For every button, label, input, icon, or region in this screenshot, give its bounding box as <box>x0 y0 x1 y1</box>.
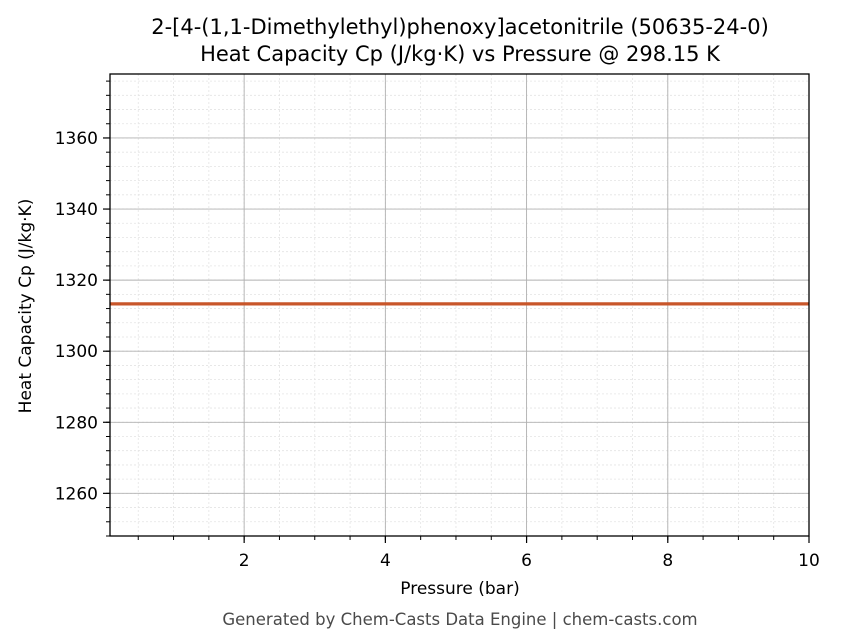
y-tick-label: 1360 <box>55 129 98 149</box>
y-tick-label: 1280 <box>55 413 98 433</box>
x-tick-label: 6 <box>521 551 532 571</box>
x-tick-label: 8 <box>662 551 673 571</box>
x-tick-label: 4 <box>380 551 391 571</box>
x-axis-label: Pressure (bar) <box>400 579 519 599</box>
y-tick-label: 1340 <box>55 200 98 220</box>
y-tick-label: 1260 <box>55 484 98 504</box>
x-tick-label: 2 <box>239 551 250 571</box>
tick-labels: 2 4 6 8 10 1260 1280 1300 1320 1340 1360 <box>55 129 820 571</box>
footer-credit: Generated by Chem-Casts Data Engine | ch… <box>222 610 697 629</box>
chart-subtitle: Heat Capacity Cp (J/kg·K) vs Pressure @ … <box>200 42 721 66</box>
y-tick-label: 1320 <box>55 271 98 291</box>
ticks-layer <box>103 80 810 543</box>
y-tick-label: 1300 <box>55 342 98 362</box>
x-tick-label: 10 <box>798 551 820 571</box>
chart-title: 2-[4-(1,1-Dimethylethyl)phenoxy]acetonit… <box>151 15 769 39</box>
y-axis-label: Heat Capacity Cp (J/kg·K) <box>16 199 36 414</box>
plot-frame <box>109 73 810 537</box>
